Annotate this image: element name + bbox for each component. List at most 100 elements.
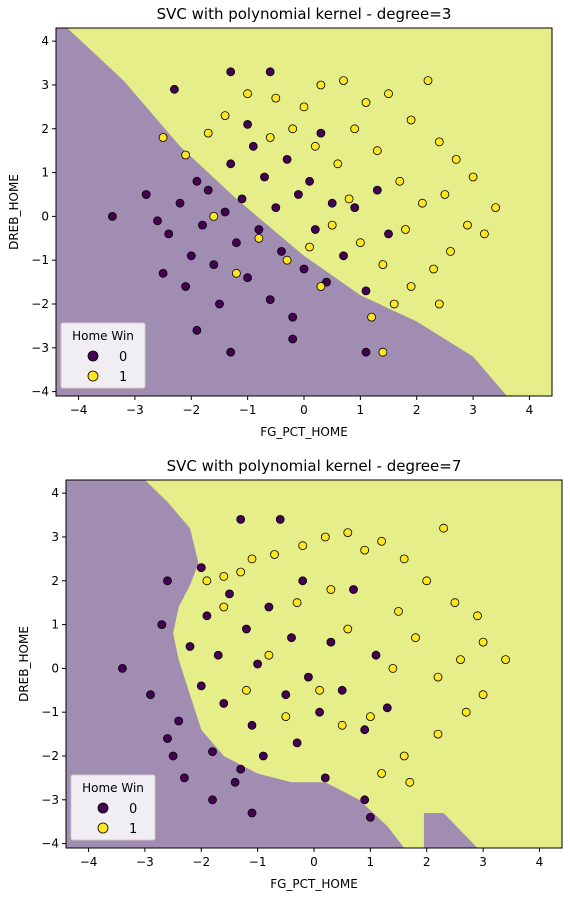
data-point-class1 — [181, 150, 191, 160]
legend-box — [70, 774, 156, 841]
data-point-class1 — [406, 115, 416, 125]
data-point-class0 — [226, 159, 236, 169]
legend: Home Win 0 1 — [60, 322, 146, 389]
x-tick-label: 0 — [300, 403, 308, 417]
y-tick-label: 1 — [51, 618, 59, 632]
data-point-class1 — [305, 242, 315, 252]
data-point-class1 — [365, 712, 375, 721]
data-point-class1 — [446, 246, 455, 256]
legend-label-class1: 1 — [119, 370, 127, 385]
data-point-class1 — [434, 299, 444, 309]
data-point-class1 — [360, 545, 370, 555]
data-point-class1 — [399, 554, 409, 564]
data-point-class0 — [305, 176, 315, 186]
x-tick-label: 2 — [423, 855, 431, 869]
x-tick-label: 3 — [469, 403, 477, 417]
y-tick-label: −4 — [41, 837, 59, 851]
data-point-class0 — [169, 84, 179, 94]
data-point-class0 — [208, 747, 217, 756]
decision-region-class0-patch — [423, 813, 478, 848]
data-point-class1 — [254, 233, 264, 243]
data-point-class1 — [411, 633, 420, 643]
data-point-class0 — [361, 347, 371, 357]
data-point-class0 — [196, 563, 206, 572]
chart-title: SVC with polynomial kernel - degree=7 — [167, 457, 462, 475]
data-point-class1 — [501, 655, 511, 664]
data-point-class1 — [209, 211, 219, 221]
data-point-class1 — [434, 137, 444, 147]
data-point-class1 — [456, 655, 465, 664]
legend-label-class0: 0 — [129, 802, 137, 817]
data-point-class0 — [198, 220, 207, 230]
data-point-class0 — [382, 703, 392, 713]
data-point-class0 — [275, 515, 285, 524]
data-point-class0 — [185, 642, 195, 651]
data-point-class1 — [478, 637, 488, 647]
data-point-class0 — [208, 795, 217, 805]
x-tick-label: −1 — [249, 855, 267, 869]
data-point-class1 — [491, 203, 501, 213]
data-point-class1 — [439, 523, 449, 533]
y-tick-label: 4 — [41, 34, 49, 48]
data-point-class1 — [451, 154, 461, 164]
data-point-class1 — [461, 707, 471, 717]
data-point-class1 — [478, 690, 488, 700]
data-point-class1 — [468, 172, 478, 182]
data-point-class0 — [219, 699, 229, 708]
y-tick-label: 3 — [41, 78, 49, 92]
x-axis-label: FG_PCT_HOME — [260, 425, 348, 439]
data-point-class0 — [265, 67, 275, 77]
data-point-class1 — [264, 650, 274, 660]
data-point-class0 — [326, 637, 336, 647]
y-tick-label: −3 — [41, 793, 59, 807]
y-tick-label: −2 — [31, 297, 49, 311]
data-point-class1 — [395, 176, 405, 186]
data-point-class0 — [254, 225, 264, 234]
data-point-class0 — [303, 672, 313, 682]
x-tick-label: 4 — [526, 403, 534, 417]
data-point-class0 — [365, 812, 375, 822]
data-point-class1 — [450, 598, 460, 608]
data-point-class1 — [372, 146, 382, 156]
data-point-class1 — [384, 89, 393, 99]
data-point-class0 — [264, 602, 274, 612]
data-point-class0 — [288, 334, 298, 344]
legend-title: Home Win — [82, 781, 144, 795]
legend-marker-class0 — [97, 802, 109, 814]
data-point-class1 — [288, 124, 298, 134]
y-tick-label: −1 — [31, 253, 49, 267]
data-point-class1 — [337, 720, 347, 730]
data-point-class0 — [360, 725, 370, 735]
data-point-class1 — [378, 347, 388, 357]
data-point-class0 — [298, 576, 308, 586]
data-point-class1 — [316, 282, 326, 291]
y-tick-label: 2 — [51, 574, 59, 588]
data-point-class0 — [327, 198, 337, 208]
legend-marker-class1 — [97, 822, 109, 834]
data-point-class0 — [316, 128, 326, 138]
x-tick-label: −1 — [239, 403, 257, 417]
data-point-class1 — [401, 225, 410, 234]
data-point-class0 — [361, 286, 371, 296]
data-point-class1 — [202, 576, 212, 586]
data-point-class0 — [339, 251, 348, 261]
legend-label-class0: 0 — [119, 350, 127, 365]
data-point-class0 — [192, 325, 202, 335]
axis-ticks: −4 −3 −2 −1 0 1 2 3 4 −4 −3 −2 −1 0 1 2 3 4 — [31, 34, 533, 417]
data-point-class1 — [265, 133, 275, 142]
x-tick-label: −3 — [136, 855, 154, 869]
data-point-class0 — [247, 720, 257, 730]
data-point-class1 — [422, 576, 432, 586]
legend-marker-class0 — [87, 350, 99, 362]
data-point-class1 — [377, 769, 387, 778]
data-point-class0 — [372, 185, 382, 195]
data-point-class1 — [333, 159, 343, 169]
data-point-class0 — [146, 690, 155, 700]
data-point-class0 — [243, 273, 253, 283]
data-point-class1 — [310, 141, 320, 151]
data-point-class0 — [196, 681, 206, 691]
data-point-class0 — [282, 154, 292, 164]
data-point-class1 — [473, 611, 482, 621]
data-point-class1 — [361, 98, 371, 107]
data-point-class0 — [360, 795, 370, 805]
